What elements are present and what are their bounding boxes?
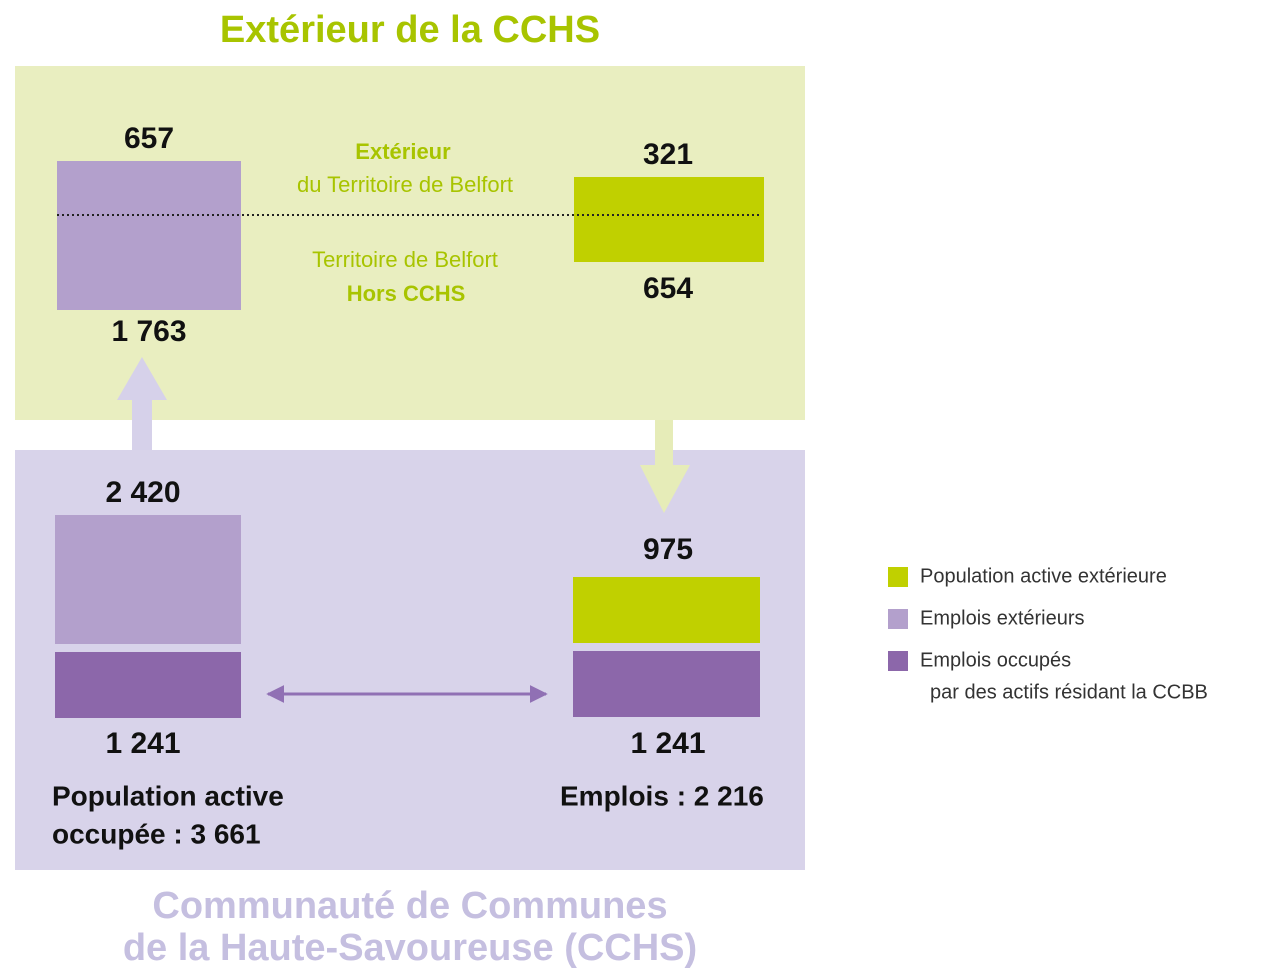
legend-label: Population active extérieure <box>920 565 1167 587</box>
zone-label: du Territoire de Belfort <box>297 172 513 197</box>
caption: occupée : 3 661 <box>52 818 261 849</box>
caption: Emplois : 2 216 <box>560 780 764 811</box>
number: 321 <box>643 138 693 171</box>
down-arrow <box>640 420 690 513</box>
number: 1 241 <box>630 727 705 760</box>
legend-swatch <box>888 609 908 629</box>
zone-label: Territoire de Belfort <box>312 247 498 272</box>
zone-label: Extérieur <box>355 139 451 164</box>
number: 1 241 <box>105 727 180 760</box>
number: 657 <box>124 122 174 155</box>
legend-swatch <box>888 567 908 587</box>
caption: Population active <box>52 780 284 811</box>
zone-label: Hors CCHS <box>347 281 466 306</box>
footer-title: Communauté de Communes <box>152 885 667 927</box>
inside-occupied-box <box>573 651 760 717</box>
inside-pop-box <box>573 577 760 643</box>
inside-occupied-box <box>55 652 241 718</box>
up-arrow <box>117 357 167 450</box>
outside-pop-box <box>574 177 764 262</box>
title: Extérieur de la CCHS <box>220 9 600 51</box>
outside-jobs-box <box>57 161 241 310</box>
legend-label: Emplois extérieurs <box>920 607 1085 629</box>
inside-jobs-box <box>55 515 241 644</box>
legend-label: par des actifs résidant la CCBB <box>930 681 1208 703</box>
legend-label: Emplois occupés <box>920 649 1071 671</box>
number: 1 763 <box>111 315 186 348</box>
footer-title: de la Haute-Savoureuse (CCHS) <box>123 927 697 969</box>
legend-swatch <box>888 651 908 671</box>
number: 654 <box>643 272 693 305</box>
number: 975 <box>643 533 693 566</box>
number: 2 420 <box>105 476 180 509</box>
